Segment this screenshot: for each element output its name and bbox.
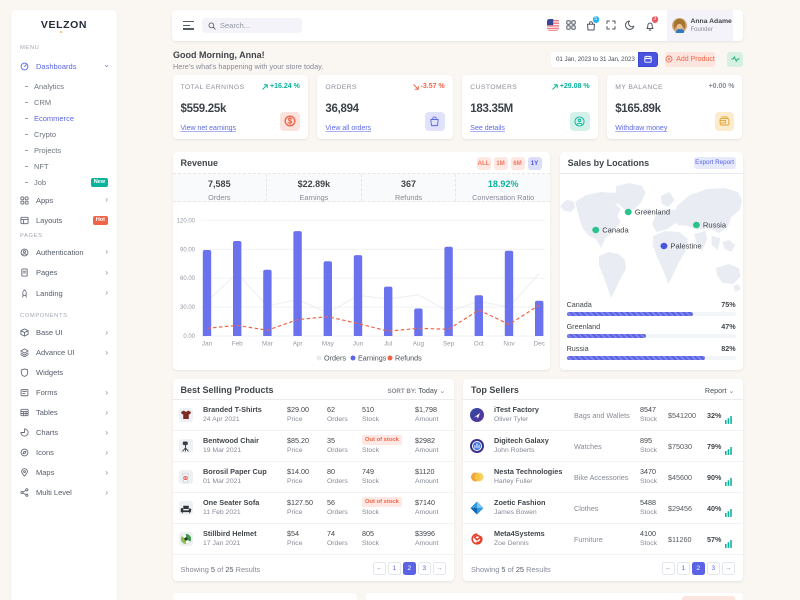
svg-text:0.00: 0.00 [183, 334, 195, 340]
svg-text:Sep: Sep [442, 341, 454, 348]
svg-text:May: May [321, 341, 334, 348]
svg-text:Russia: Russia [703, 221, 727, 230]
svg-text:Orders: Orders [324, 354, 346, 363]
svg-text:Canada: Canada [602, 226, 629, 235]
svg-text:Jun: Jun [352, 341, 363, 348]
svg-text:Greenland: Greenland [634, 208, 669, 217]
svg-text:120.00: 120.00 [176, 218, 195, 224]
svg-text:Jul: Jul [384, 341, 392, 348]
svg-text:Palestine: Palestine [670, 242, 701, 251]
svg-text:60.00: 60.00 [179, 276, 195, 282]
svg-text:Earnings: Earnings [358, 354, 387, 363]
svg-text:Refunds: Refunds [395, 354, 422, 363]
svg-text:Jan: Jan [201, 341, 212, 348]
svg-text:Mar: Mar [261, 341, 272, 348]
svg-text:Dec: Dec [533, 341, 544, 348]
svg-text:Aug: Aug [412, 341, 424, 348]
svg-text:Nov: Nov [503, 341, 515, 348]
svg-text:30.00: 30.00 [179, 305, 195, 311]
svg-text:Apr: Apr [292, 341, 302, 348]
svg-text:Feb: Feb [231, 341, 242, 348]
svg-text:90.00: 90.00 [179, 247, 195, 253]
svg-text:Oct: Oct [473, 341, 483, 348]
